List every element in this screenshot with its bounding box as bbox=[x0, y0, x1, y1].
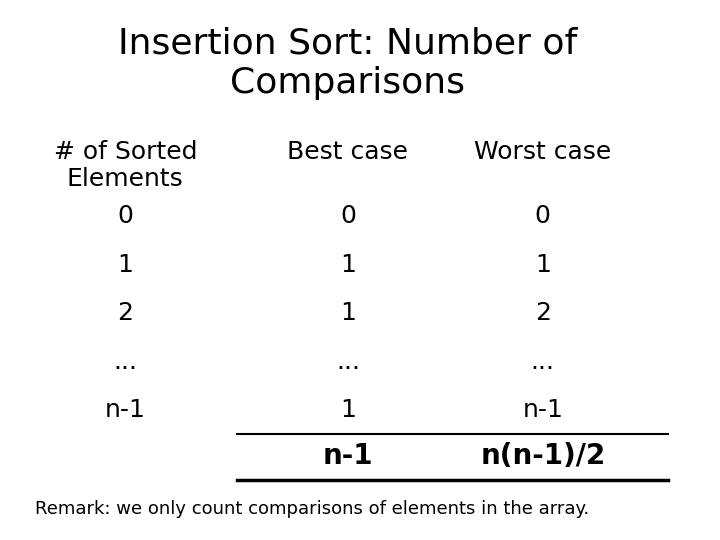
Text: 0: 0 bbox=[535, 204, 551, 228]
Text: n-1: n-1 bbox=[105, 399, 145, 422]
Text: Elements: Elements bbox=[67, 167, 184, 191]
Text: # of Sorted: # of Sorted bbox=[53, 140, 197, 164]
Text: n-1: n-1 bbox=[522, 399, 563, 422]
Text: 1: 1 bbox=[340, 301, 356, 325]
Text: 2: 2 bbox=[535, 301, 551, 325]
Text: Remark: we only count comparisons of elements in the array.: Remark: we only count comparisons of ele… bbox=[35, 501, 589, 518]
Text: Insertion Sort: Number of
Comparisons: Insertion Sort: Number of Comparisons bbox=[118, 27, 577, 100]
Text: 2: 2 bbox=[117, 301, 133, 325]
Text: 0: 0 bbox=[340, 204, 356, 228]
Text: Worst case: Worst case bbox=[474, 140, 611, 164]
Text: ...: ... bbox=[113, 350, 138, 374]
Text: n(n-1)/2: n(n-1)/2 bbox=[480, 442, 606, 470]
Text: 1: 1 bbox=[340, 253, 356, 276]
Text: n-1: n-1 bbox=[323, 442, 373, 470]
Text: 1: 1 bbox=[117, 253, 133, 276]
Text: ...: ... bbox=[531, 350, 555, 374]
Text: ...: ... bbox=[336, 350, 360, 374]
Text: 1: 1 bbox=[340, 399, 356, 422]
Text: Best case: Best case bbox=[287, 140, 408, 164]
Text: 1: 1 bbox=[535, 253, 551, 276]
Text: 0: 0 bbox=[117, 204, 133, 228]
